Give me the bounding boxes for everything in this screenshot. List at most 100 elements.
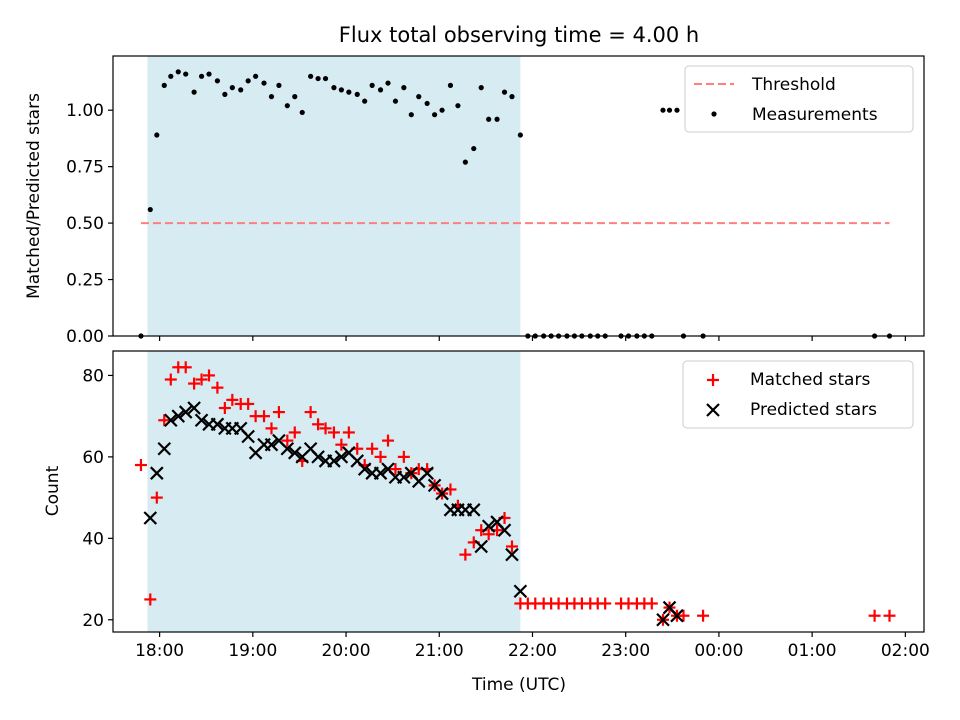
predicted-star-marker (178, 405, 193, 419)
matched-star-marker (144, 593, 157, 606)
measurement-point (517, 132, 523, 138)
ratio-panel: 0.00 0.25 0.50 0.75 1.00 Matched/Predicted s… (24, 55, 925, 347)
marker-stroke (150, 466, 164, 480)
count-panel-frame (112, 350, 925, 633)
predicted-legend-label: Predicted stars (750, 400, 877, 420)
predicted-star-marker (150, 466, 164, 480)
measurement-point (206, 71, 212, 77)
marker-stroke (287, 446, 302, 460)
marker-stroke (280, 441, 295, 456)
marker-stroke (272, 433, 286, 448)
matched-star-marker (134, 459, 147, 472)
measurement-point (175, 69, 181, 75)
predicted-star-marker (171, 409, 186, 423)
measurement-point (660, 107, 666, 113)
count-y-axis-label: Count (43, 465, 63, 516)
measurement-point (168, 73, 174, 79)
matched-star-marker (697, 609, 710, 622)
predicted-star-marker (210, 417, 225, 432)
x-tick-label: 23:00 (601, 641, 650, 661)
measurement-point (276, 82, 282, 88)
measurement-point (147, 206, 153, 213)
marker-stroke (187, 401, 201, 415)
measurements-legend-label: Measurements (752, 105, 878, 125)
x-tick-label: 01:00 (788, 641, 837, 661)
measurement-point (245, 78, 251, 84)
matched-star-marker (868, 609, 881, 622)
measurement-point (478, 85, 484, 91)
matched-star-marker (188, 377, 201, 390)
measurement-point (385, 80, 391, 86)
matched-star-marker (158, 414, 171, 427)
y-tick-label: 0.75 (66, 158, 104, 178)
y-tick-label: 80 (82, 366, 104, 386)
predicted-star-marker (670, 608, 684, 623)
matched-star-marker (327, 426, 340, 439)
measurement-point (666, 107, 673, 113)
predicted-star-marker (420, 466, 434, 480)
predicted-star-marker (466, 503, 481, 517)
y-tick-label: 60 (82, 448, 104, 468)
matched-star-marker (211, 381, 224, 394)
measurement-point (331, 85, 337, 91)
predicted-star-marker (143, 511, 158, 525)
measurement-point (238, 87, 244, 93)
measurement-point (198, 73, 205, 79)
predicted-star-marker (194, 413, 209, 428)
marker-stroke (264, 437, 279, 452)
measurement-point (229, 85, 235, 91)
matched-star-marker (203, 369, 216, 382)
measurement-point (261, 80, 267, 86)
matched-star-marker (374, 450, 387, 463)
marker-stroke (656, 613, 670, 627)
measurement-point (338, 87, 344, 93)
ratio-y-ticks: 0.00 0.25 0.50 0.75 1.00 (66, 101, 113, 347)
x-tick-label: 02:00 (881, 641, 930, 661)
matched-star-marker (459, 548, 472, 561)
observing-span-rect (147, 56, 521, 336)
predicted-star-marker (373, 466, 388, 480)
measurement-point (486, 116, 492, 122)
measurement-point (447, 82, 454, 88)
count-legend-box (682, 360, 914, 429)
measurement-point (471, 145, 477, 152)
marker-stroke (334, 450, 349, 464)
measurement-point (268, 94, 275, 100)
measurement-point (354, 91, 360, 97)
measurement-point (455, 103, 461, 109)
x-tick-label: 21:00 (415, 641, 464, 661)
marker-stroke (513, 584, 528, 599)
matched-star-marker (304, 406, 317, 419)
matched-star-marker (397, 450, 410, 463)
matched-star-marker (272, 406, 285, 419)
measurement-point (401, 85, 407, 91)
measurement-point (183, 71, 189, 77)
marker-stroke (481, 519, 496, 533)
measurement-point (674, 107, 680, 113)
measurement-point (362, 98, 368, 104)
matched-star-marker (505, 540, 518, 553)
y-tick-label: 0.00 (66, 327, 104, 347)
measurement-point (501, 89, 508, 95)
marker-stroke (466, 503, 481, 517)
marker-stroke (397, 470, 411, 485)
predicted-star-marker (497, 523, 512, 537)
marker-stroke (157, 441, 172, 456)
marker-stroke (420, 466, 434, 480)
marker-stroke (435, 486, 449, 501)
matched-star-marker (150, 491, 163, 504)
marker-stroke (474, 539, 488, 554)
predicted-star-marker (435, 486, 449, 501)
matched-star-marker (482, 528, 495, 541)
matched-star-marker (281, 434, 294, 447)
marker-stroke (497, 523, 512, 537)
y-tick-label: 40 (82, 529, 104, 549)
x-axis-label: Time (UTC) (471, 675, 566, 695)
measurement-point (424, 100, 430, 107)
matched-star-marker (381, 434, 394, 447)
predicted-star-marker (357, 462, 372, 476)
count-legend: Matched stars Predicted stars (682, 360, 914, 429)
matched-star-marker (242, 397, 255, 410)
marker-stroke (670, 608, 684, 623)
